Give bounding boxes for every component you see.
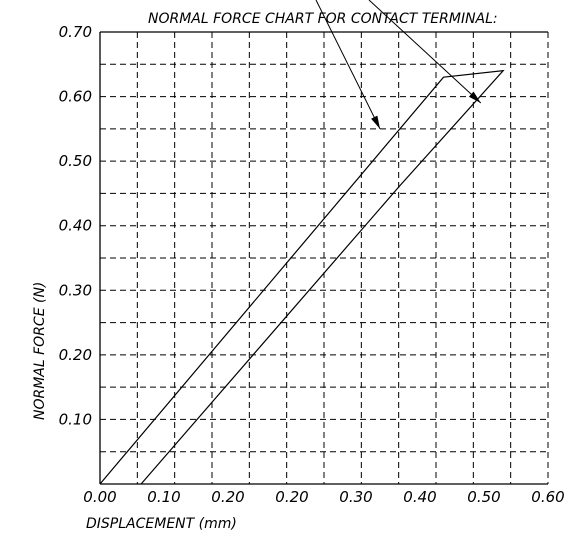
- annotation-layer: [315, 0, 482, 130]
- x-tick-label: 0.60: [531, 488, 564, 506]
- y-tick-label: 0.30: [59, 281, 92, 299]
- x-tick-label: 0.30: [339, 488, 372, 506]
- y-tick-label: 0.40: [59, 217, 92, 235]
- y-tick-label: 0.20: [59, 346, 92, 364]
- x-tick-label: 0.10: [147, 488, 180, 506]
- arrowhead: [371, 115, 380, 129]
- x-axis-label: DISPLACEMENT (mm): [86, 516, 237, 532]
- y-tick-labels: 0.10 0.20 0.30 0.40 0.50 0.60 0.70: [59, 23, 92, 428]
- x-tick-label: 0.40: [403, 488, 436, 506]
- x-tick-label: 0.00: [83, 488, 116, 506]
- chart-title: NORMAL FORCE CHART FOR CONTACT TERMINAL:: [148, 11, 498, 27]
- y-tick-label: 0.70: [59, 23, 92, 41]
- y-tick-label: 0.10: [59, 410, 92, 428]
- x-tick-label: 0.50: [467, 488, 500, 506]
- series-layer: [99, 69, 505, 485]
- y-tick-label: 0.60: [59, 88, 92, 106]
- leader-line: [315, 0, 381, 130]
- leader-line: [368, 0, 482, 104]
- force-curve-line: [99, 69, 505, 485]
- x-tick-label: 0.20: [275, 488, 308, 506]
- arrowhead: [468, 91, 481, 104]
- y-axis-label: NORMAL FORCE (N): [32, 282, 48, 420]
- x-tick-label: 0.20: [211, 488, 244, 506]
- x-tick-labels: 0.00 0.10 0.20 0.20 0.30 0.40 0.50 0.60: [83, 488, 564, 506]
- y-tick-label: 0.50: [59, 152, 92, 170]
- grid-lines: [100, 32, 548, 484]
- plot-frame: [99, 31, 549, 485]
